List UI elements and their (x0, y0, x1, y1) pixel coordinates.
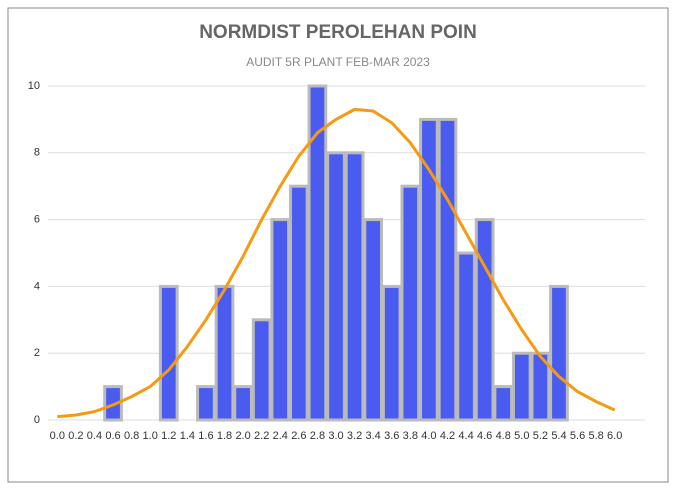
x-tick-label: 0.4 (87, 430, 102, 442)
bar (549, 284, 569, 422)
y-tick-label: 8 (34, 147, 40, 159)
x-tick-label: 3.0 (328, 430, 343, 442)
x-tick-label: 1.2 (161, 430, 176, 442)
x-tick-label: 5.2 (533, 430, 548, 442)
x-tick-label: 5.0 (514, 430, 529, 442)
bar (493, 385, 514, 422)
y-tick-label: 6 (34, 214, 40, 226)
x-tick-label: 5.4 (551, 430, 566, 442)
x-tick-label: 2.8 (310, 430, 325, 442)
x-tick-label: 3.8 (403, 430, 418, 442)
bar (233, 385, 253, 422)
x-tick-label: 3.4 (366, 430, 381, 442)
x-tick-label: 2.6 (291, 430, 306, 442)
x-tick-label: 4.8 (496, 430, 511, 442)
bar (363, 218, 384, 422)
x-tick-label: 1.0 (143, 430, 158, 442)
bar (251, 318, 272, 422)
y-tick-label: 0 (34, 414, 40, 426)
bar (456, 251, 476, 422)
x-tick-label: 5.8 (588, 430, 603, 442)
line (57, 107, 616, 419)
y-tick-label: 2 (34, 347, 40, 359)
x-tick-label: 0.0 (50, 430, 65, 442)
chart-subtitle: AUDIT 5R PLANT FEB-MAR 2023 (246, 55, 430, 69)
x-tick-label: 1.8 (217, 430, 232, 442)
bar (344, 151, 365, 422)
bar (307, 84, 328, 422)
bar (288, 184, 309, 422)
x-tick-label: 2.2 (254, 430, 269, 442)
bar (474, 218, 495, 422)
bar (326, 151, 346, 422)
chart-title: NORMDIST PEROLEHAN POIN (199, 22, 477, 43)
x-tick-label: 3.2 (347, 430, 362, 442)
x-tick-label: 4.0 (421, 430, 436, 442)
bar (530, 351, 551, 422)
bar (196, 385, 216, 422)
bar (381, 284, 402, 422)
x-tick-label: 5.6 (570, 430, 585, 442)
x-tick-label: 3.6 (384, 430, 399, 442)
x-tick-label: 2.0 (235, 430, 250, 442)
x-tick-label: 0.6 (105, 430, 120, 442)
bar (511, 351, 532, 422)
x-tick-label: 4.4 (458, 430, 473, 442)
bar (103, 385, 123, 422)
y-tick-label: 4 (34, 280, 40, 292)
x-tick-label: 6.0 (607, 430, 622, 442)
x-tick-label: 1.4 (180, 430, 195, 442)
bar (158, 284, 179, 422)
x-tick-label: 4.6 (477, 430, 492, 442)
y-tick-label: 10 (28, 80, 40, 92)
bar (214, 284, 235, 422)
bar (400, 184, 421, 422)
x-tick-label: 2.4 (273, 430, 288, 442)
x-tick-label: 0.2 (68, 430, 83, 442)
bar (270, 218, 291, 422)
bar (419, 117, 439, 422)
x-tick-label: 1.6 (198, 430, 213, 442)
bar (437, 117, 458, 422)
x-tick-label: 0.8 (124, 430, 139, 442)
x-tick-label: 4.2 (440, 430, 455, 442)
